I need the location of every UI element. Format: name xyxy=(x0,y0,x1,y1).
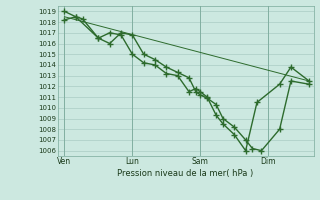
X-axis label: Pression niveau de la mer( hPa ): Pression niveau de la mer( hPa ) xyxy=(117,169,254,178)
